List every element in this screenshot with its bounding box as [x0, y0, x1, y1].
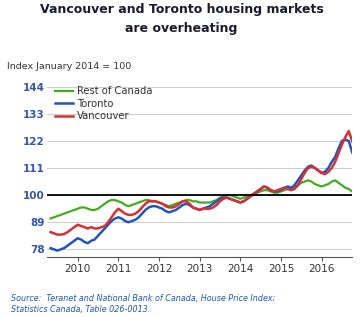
- Toronto: [62, 246, 66, 250]
- Rest of Canada: [299, 181, 303, 185]
- Rest of Canada: [211, 199, 215, 203]
- Toronto: [302, 169, 307, 172]
- Toronto: [238, 201, 242, 204]
- Rest of Canada: [72, 208, 77, 212]
- Toronto: [215, 199, 219, 203]
- Rest of Canada: [48, 217, 53, 220]
- Toronto: [48, 246, 53, 250]
- Vancouver: [62, 232, 66, 236]
- Rest of Canada: [235, 196, 239, 199]
- Toronto: [136, 216, 141, 219]
- Vancouver: [215, 203, 219, 207]
- Text: are overheating: are overheating: [125, 22, 238, 35]
- Text: Vancouver and Toronto housing markets: Vancouver and Toronto housing markets: [40, 3, 323, 16]
- Line: Vancouver: Vancouver: [50, 99, 363, 235]
- Vancouver: [302, 171, 307, 175]
- Vancouver: [55, 233, 60, 236]
- Vancouver: [48, 230, 53, 234]
- Line: Toronto: Toronto: [50, 107, 363, 251]
- Vancouver: [238, 201, 242, 204]
- Text: Index January 2014 = 100: Index January 2014 = 100: [7, 62, 131, 71]
- Vancouver: [76, 223, 80, 227]
- Rest of Canada: [133, 202, 138, 206]
- Legend: Rest of Canada, Toronto, Vancouver: Rest of Canada, Toronto, Vancouver: [55, 86, 153, 121]
- Rest of Canada: [58, 213, 63, 217]
- Line: Rest of Canada: Rest of Canada: [50, 177, 363, 218]
- Toronto: [76, 236, 80, 240]
- Vancouver: [136, 209, 141, 213]
- Text: Source:  Teranet and National Bank of Canada, House Price Index;
Statistics Cana: Source: Teranet and National Bank of Can…: [11, 294, 275, 314]
- Toronto: [55, 249, 60, 253]
